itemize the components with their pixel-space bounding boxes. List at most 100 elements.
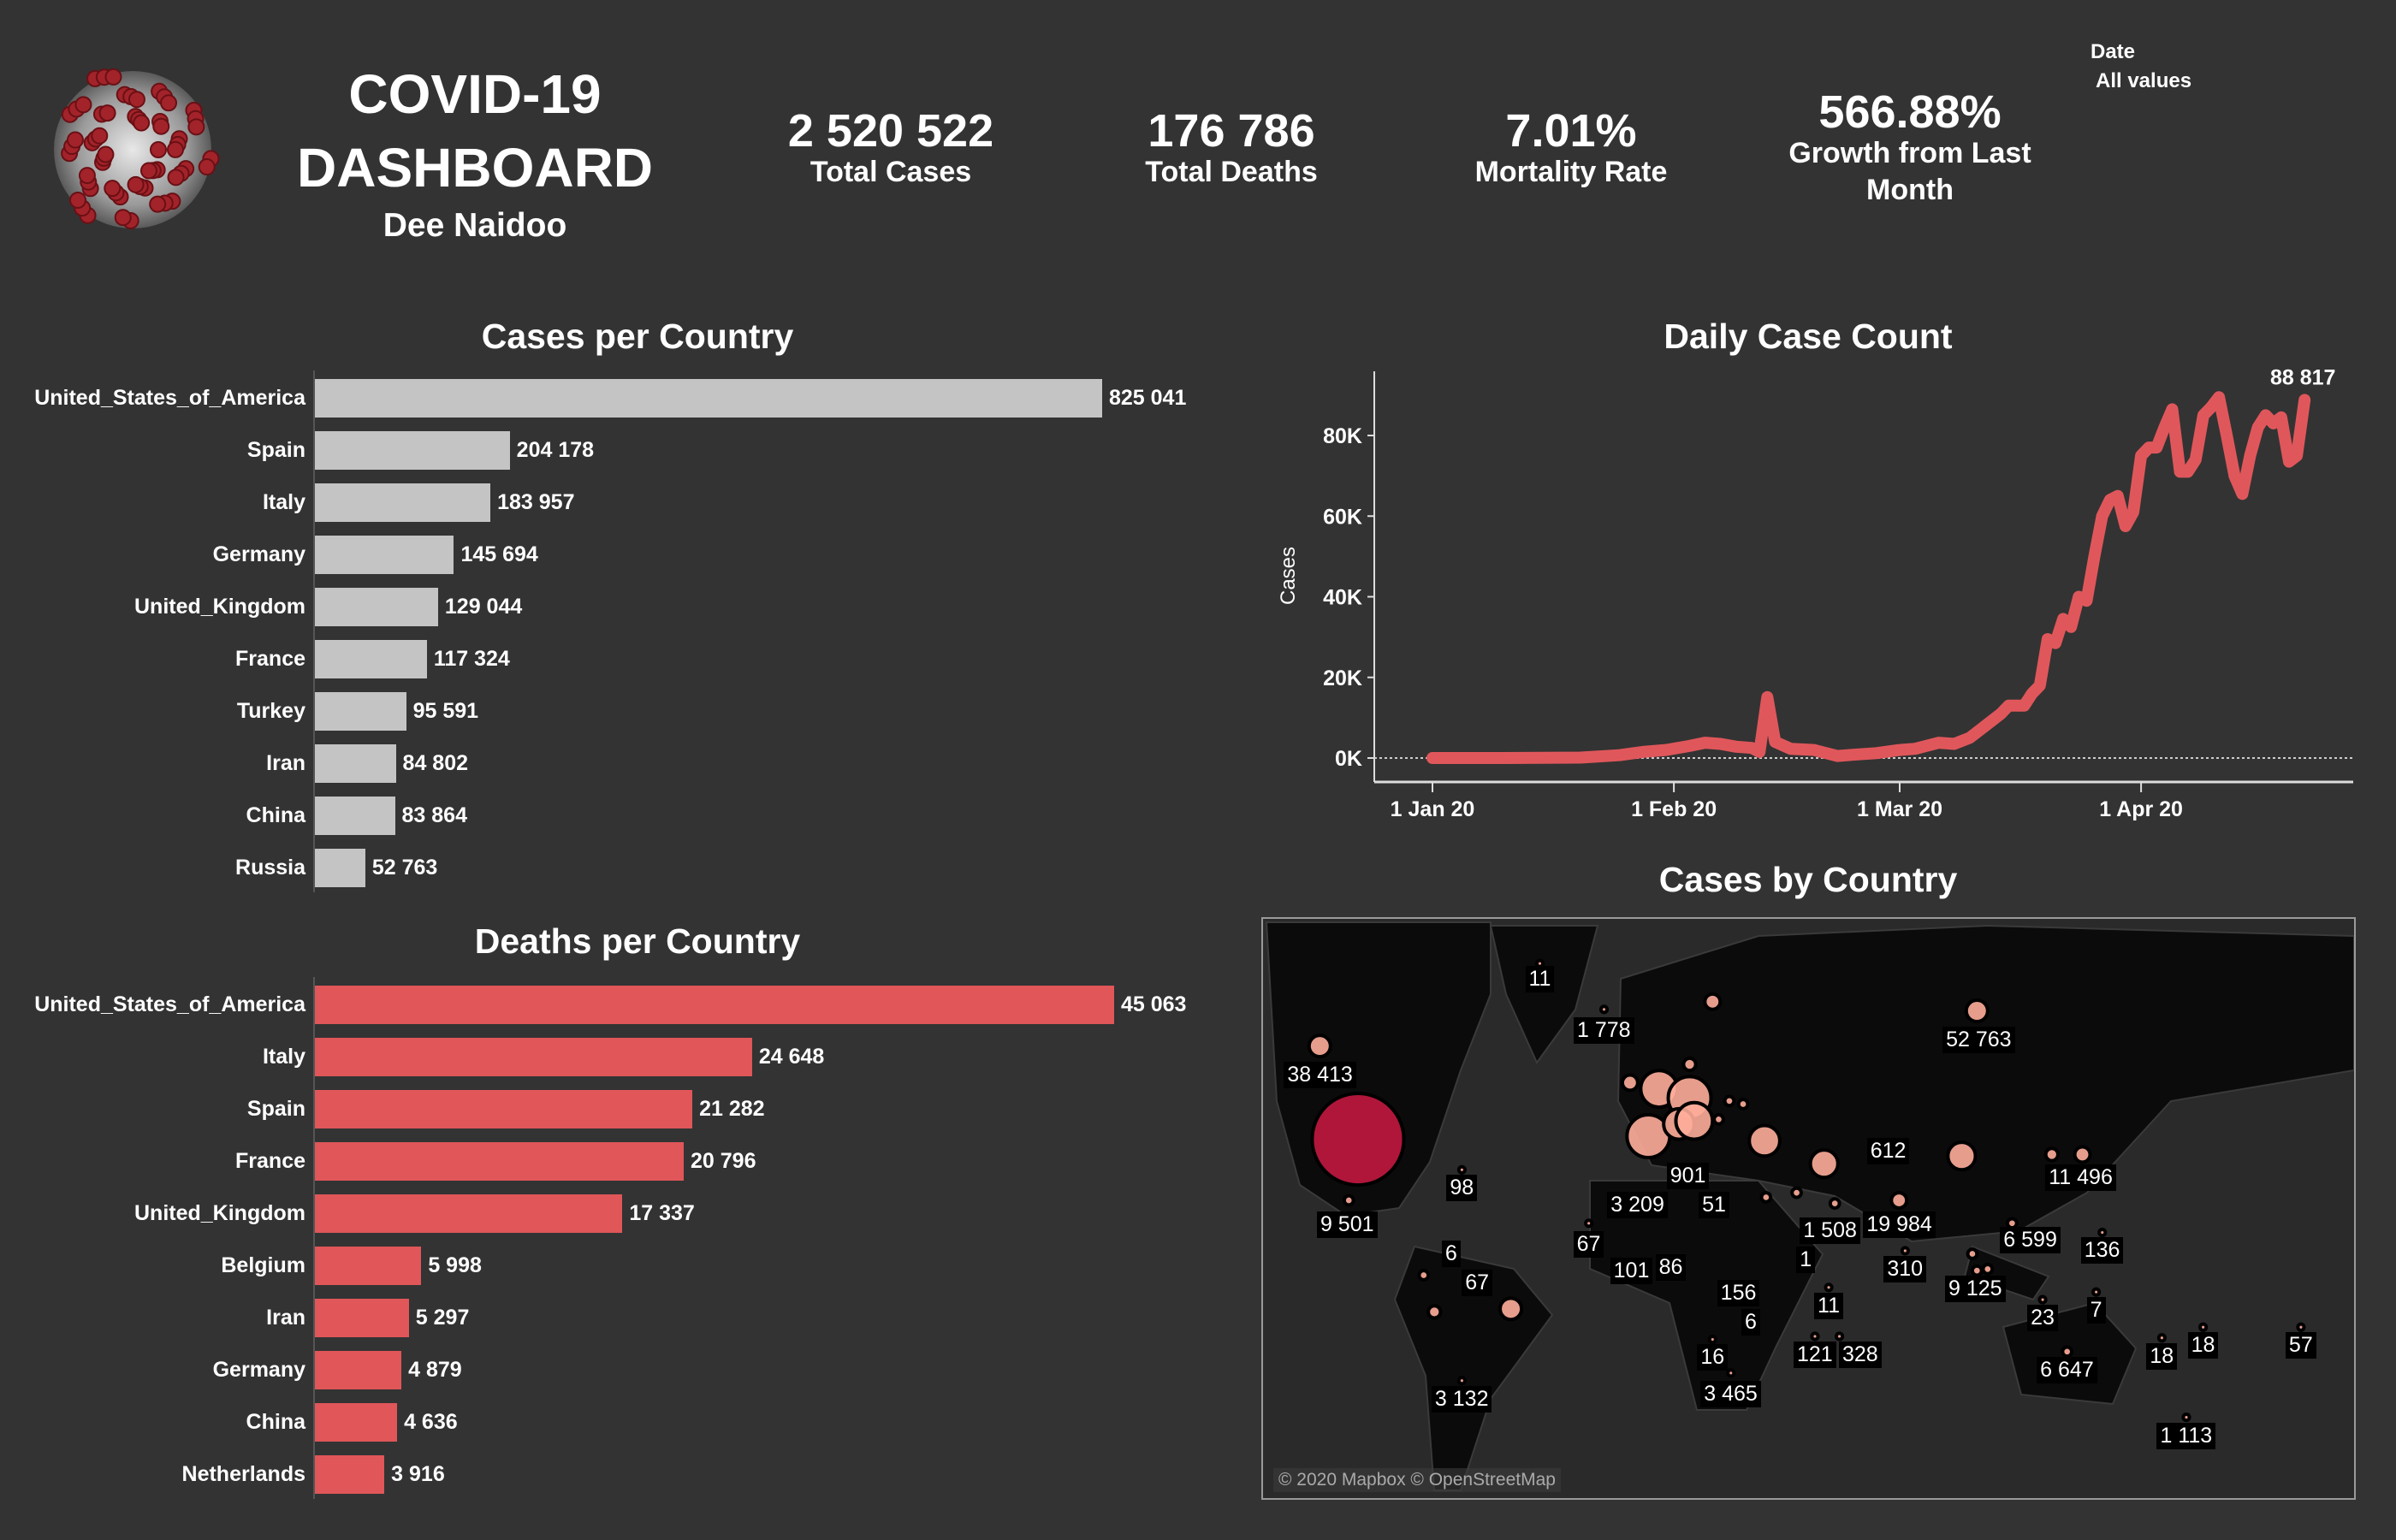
bar[interactable] (315, 640, 427, 678)
bar[interactable] (315, 379, 1102, 418)
country-bubble (1584, 1218, 1594, 1229)
bar[interactable] (315, 1351, 402, 1389)
virus-spike (166, 140, 184, 158)
data-point (1735, 745, 1737, 748)
bar[interactable] (315, 1194, 623, 1233)
country-bubble (2061, 1345, 2074, 1359)
data-point (2156, 447, 2158, 449)
map-value-label: 136 (2080, 1237, 2124, 1265)
kpi-label: Growth from Last (1788, 137, 2031, 169)
country-bubble (2296, 1322, 2306, 1332)
map-value-label: 7 (2086, 1297, 2106, 1324)
date-filter-value[interactable]: All values (2096, 69, 2192, 92)
dashboard-title-line1: COVID-19 (348, 63, 602, 125)
bar-category-label: France (235, 1149, 305, 1173)
bar[interactable] (315, 536, 454, 574)
data-point (2108, 499, 2111, 501)
map-value-label: 6 (1441, 1241, 1461, 1268)
country-bubble (1747, 1123, 1782, 1158)
kpi-total-deaths: 176 786 Total Deaths (1145, 108, 1318, 191)
virus-spike (104, 180, 122, 198)
bar-value-label: 5 998 (428, 1253, 482, 1277)
virus-spike (114, 209, 132, 227)
map-canvas[interactable] (1263, 919, 2354, 1498)
bar-category-label: China (246, 803, 305, 827)
bar-axis-line (313, 370, 315, 892)
map-value-label: 11 496 (2045, 1164, 2116, 1191)
data-point (1812, 749, 1815, 751)
bar[interactable] (315, 431, 510, 470)
virus-spike (167, 169, 185, 187)
data-point (1789, 748, 1792, 750)
cases-map[interactable]: 11 1 778 52 763 38 413 612 11 496 98 901 3 209 51… (1261, 917, 2356, 1500)
map-value-label: 51 (1699, 1191, 1729, 1218)
virus-spike (91, 127, 109, 145)
map-value-label: 901 (1666, 1162, 1710, 1189)
data-point (1914, 748, 1917, 750)
bar-value-label: 21 282 (699, 1097, 765, 1121)
map-value-label: 121 (1793, 1341, 1836, 1368)
y-tick-label: 80K (1323, 424, 1362, 448)
map-value-label: 67 (1573, 1231, 1604, 1259)
virus-spike (160, 94, 178, 112)
date-filter[interactable]: Date All values (2091, 38, 2191, 96)
bar-category-label: United_States_of_America (34, 992, 305, 1016)
bar[interactable] (315, 1038, 752, 1076)
bar[interactable] (315, 483, 491, 522)
country-bubble (2037, 1294, 2048, 1305)
map-labels-layer: 11 1 778 52 763 38 413 612 11 496 98 901 3 209 51… (1263, 919, 2354, 1498)
bar[interactable] (315, 1247, 422, 1285)
map-value-label: 101 (1610, 1257, 1653, 1284)
bar[interactable] (315, 692, 406, 731)
x-tick-label: 1 Jan 20 (1391, 797, 1475, 821)
bar-category-label: United_States_of_America (34, 386, 305, 410)
bar[interactable] (315, 797, 395, 835)
data-point (1953, 743, 1955, 745)
x-tick-label: 1 Feb 20 (1631, 797, 1717, 821)
map-value-label: 38 413 (1284, 1062, 1356, 1089)
bar[interactable] (315, 588, 438, 626)
map-title: Cases by Country (1658, 860, 1958, 899)
bar[interactable] (315, 1142, 685, 1181)
map-value-label: 9 125 (1945, 1276, 2006, 1303)
map-value-label: 156 (1717, 1280, 1760, 1307)
bar[interactable] (315, 744, 396, 783)
data-point (2031, 692, 2033, 695)
data-point (2233, 475, 2236, 477)
bar-value-label: 3 916 (391, 1462, 445, 1486)
country-bubble (1620, 1073, 1640, 1093)
bar[interactable] (315, 1403, 398, 1442)
data-point (2272, 422, 2274, 424)
kpi-value: 176 786 (1148, 105, 1315, 157)
kpi-label: Total Deaths (1145, 156, 1318, 188)
country-bubble (1726, 1368, 1736, 1378)
data-point (1665, 749, 1667, 751)
bar-value-label: 145 694 (460, 542, 538, 566)
bar[interactable] (315, 1455, 385, 1494)
country-bubble (1790, 1186, 1803, 1199)
deaths-chart-title: Deaths per Country (474, 921, 801, 961)
country-bubble (2198, 1322, 2209, 1332)
country-bubble (1307, 1034, 1332, 1059)
map-value-label: 310 (1883, 1255, 1927, 1282)
bar-value-label: 20 796 (691, 1149, 756, 1173)
map-value-label: 1 778 (1574, 1017, 1634, 1045)
bar[interactable] (315, 1090, 693, 1128)
map-value-label: 6 599 (2000, 1226, 2061, 1253)
country-bubble (1946, 1140, 1978, 1172)
bar[interactable] (315, 849, 365, 887)
virus-spike (187, 118, 205, 136)
data-point (2148, 447, 2150, 449)
bar[interactable] (315, 986, 1114, 1024)
bar-value-label: 83 864 (401, 803, 467, 827)
map-attribution[interactable]: © 2020 Mapbox © OpenStreetMap (1273, 1468, 1561, 1492)
map-value-label: 11 (1525, 965, 1555, 992)
bar[interactable] (315, 1299, 409, 1337)
data-point (2218, 396, 2221, 399)
map-value-label: 1 508 (1800, 1217, 1860, 1245)
bar-value-label: 95 591 (412, 699, 479, 723)
country-bubble (1824, 1282, 1834, 1293)
map-value-label: 18 (2146, 1342, 2178, 1370)
end-value-label: 88 817 (2270, 365, 2335, 389)
bar-category-label: Germany (212, 1358, 305, 1382)
